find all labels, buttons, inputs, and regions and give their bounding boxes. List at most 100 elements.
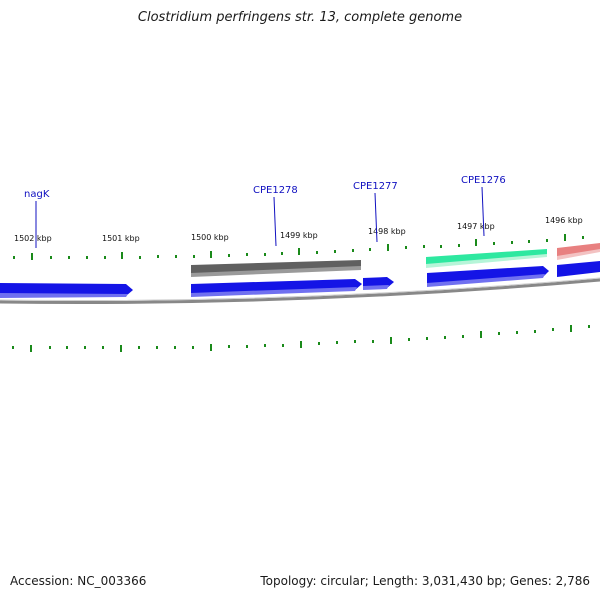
- tick-mark: [334, 250, 336, 253]
- genome-backbone-highlight: [0, 277, 600, 302]
- tick-mark: [300, 341, 302, 348]
- gene-label-nagk: nagK: [24, 189, 50, 200]
- tick-mark: [13, 256, 15, 259]
- gene-label-cpe1278: CPE1278: [253, 185, 298, 196]
- tick-mark: [546, 239, 548, 242]
- tick-mark: [68, 256, 70, 259]
- scale-labels: 1502 kbp 1501 kbp 1500 kbp 1499 kbp 1498…: [14, 216, 583, 243]
- tick-mark: [354, 340, 356, 343]
- tick-mark: [352, 249, 354, 252]
- kbp-label: 1498 kbp: [368, 227, 406, 236]
- tick-mark: [444, 336, 446, 339]
- tick-mark: [458, 244, 460, 247]
- tick-mark: [210, 251, 212, 258]
- tick-mark: [387, 244, 389, 251]
- tick-mark: [139, 256, 141, 259]
- tick-mark: [475, 239, 477, 246]
- tick-mark: [104, 256, 106, 259]
- forward-strand-genes: [0, 261, 600, 298]
- kbp-label: 1499 kbp: [280, 231, 318, 240]
- tick-mark: [31, 253, 33, 260]
- tick-mark: [210, 344, 212, 351]
- map-title: Clostridium perfringens str. 13, complet…: [137, 10, 463, 25]
- tick-mark: [336, 341, 338, 344]
- tick-mark: [588, 325, 590, 328]
- kbp-label: 1500 kbp: [191, 233, 229, 242]
- tick-mark: [138, 346, 140, 349]
- gene-feature-cpe1278-shade: [191, 266, 361, 277]
- tick-mark: [516, 331, 518, 334]
- gene-label-cpe1277: CPE1277: [353, 181, 398, 192]
- tick-mark: [390, 337, 392, 344]
- tick-mark: [264, 344, 266, 347]
- gene-feature-nagk[interactable]: [0, 283, 133, 296]
- tick-mark: [493, 242, 495, 245]
- gene-feature-nagk-shade: [0, 293, 128, 298]
- kbp-label: 1502 kbp: [14, 234, 52, 243]
- tick-mark: [423, 245, 425, 248]
- tick-mark: [405, 246, 407, 249]
- tick-mark: [246, 345, 248, 348]
- tick-mark: [49, 346, 51, 349]
- tick-mark: [12, 346, 14, 349]
- tick-mark: [298, 248, 300, 255]
- tick-mark: [281, 252, 283, 255]
- gene-feature-forward-2-shade: [427, 274, 545, 287]
- gene-feature-cpe1277-shade: [363, 285, 389, 290]
- tick-mark: [30, 345, 32, 352]
- gene-label-cpe1276: CPE1276: [461, 175, 506, 186]
- tick-mark: [264, 253, 266, 256]
- tick-mark: [570, 325, 572, 332]
- tick-mark: [316, 251, 318, 254]
- outer-tick-row: [13, 234, 584, 260]
- tick-mark: [564, 234, 566, 241]
- tick-mark: [552, 328, 554, 331]
- tick-mark: [528, 240, 530, 243]
- tick-mark: [318, 342, 320, 345]
- tick-mark: [175, 255, 177, 258]
- tick-mark: [246, 253, 248, 256]
- kbp-label: 1496 kbp: [545, 216, 583, 225]
- tick-mark: [369, 248, 371, 251]
- label-leader-line: [481, 186, 485, 237]
- tick-mark: [228, 345, 230, 348]
- reverse-strand-genes: [191, 243, 600, 277]
- tick-mark: [408, 338, 410, 341]
- tick-mark: [511, 241, 513, 244]
- inner-tick-row: [12, 325, 590, 352]
- tick-mark: [480, 331, 482, 338]
- tick-mark: [498, 332, 500, 335]
- tick-mark: [192, 346, 194, 349]
- tick-mark: [462, 335, 464, 338]
- genome-backbone: [0, 278, 600, 305]
- gene-labels: nagK CPE1278 CPE1277 CPE1276: [24, 175, 506, 248]
- tick-mark: [440, 245, 442, 248]
- tick-mark: [228, 254, 230, 257]
- tick-mark: [121, 252, 123, 259]
- tick-mark: [157, 255, 159, 258]
- tick-mark: [156, 346, 158, 349]
- tick-mark: [102, 346, 104, 349]
- tick-mark: [282, 344, 284, 347]
- tick-mark: [426, 337, 428, 340]
- tick-mark: [50, 256, 52, 259]
- label-leader-line: [374, 192, 378, 243]
- tick-mark: [534, 330, 536, 333]
- tick-mark: [120, 345, 122, 352]
- kbp-label: 1501 kbp: [102, 234, 140, 243]
- tick-mark: [174, 346, 176, 349]
- label-leader-line: [273, 196, 277, 247]
- accession-label: Accession: NC_003366: [10, 574, 147, 588]
- tick-mark: [84, 346, 86, 349]
- tick-mark: [193, 255, 195, 258]
- gene-feature-cpe1276-shade: [426, 254, 547, 268]
- genome-summary: Topology: circular; Length: 3,031,430 bp…: [260, 574, 590, 588]
- tick-mark: [86, 256, 88, 259]
- tick-mark: [66, 346, 68, 349]
- gene-feature-offscreen-pink-shade: [557, 249, 600, 260]
- kbp-label: 1497 kbp: [457, 222, 495, 231]
- gene-feature-forward-1-shade: [191, 287, 357, 297]
- tick-mark: [372, 340, 374, 343]
- gene-feature-offscreen-blue[interactable]: [557, 261, 600, 277]
